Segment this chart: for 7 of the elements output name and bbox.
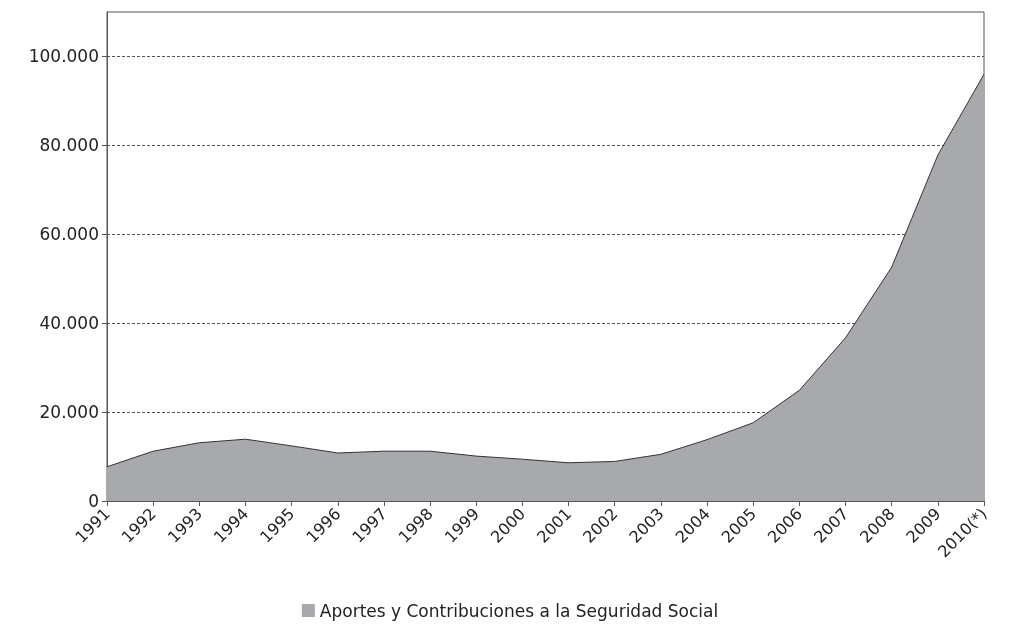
y-tick-label: 40.000	[39, 313, 99, 334]
y-tick-label: 80.000	[39, 135, 99, 156]
y-tick-label: 20.000	[39, 402, 99, 423]
legend-label: Aportes y Contribuciones a la Seguridad Social	[319, 600, 719, 621]
y-tick-label: 0	[88, 491, 99, 511]
y-tick-label: 100.000	[28, 46, 99, 67]
y-tick-label: 60.000	[39, 224, 99, 245]
